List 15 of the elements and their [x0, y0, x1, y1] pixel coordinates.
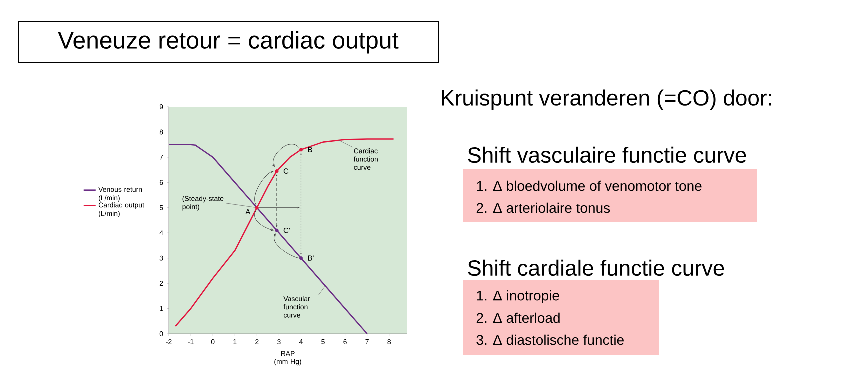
point	[255, 206, 259, 210]
chart-title: Veneuze retour = cardiac output	[58, 31, 399, 54]
text: 3. Δ diastolische functie	[476, 334, 624, 346]
text: Shift vasculaire functie curve	[468, 146, 746, 164]
text: Kruispunt veranderen (=CO) door:	[442, 90, 772, 110]
text: 1. Δ bloedvolume of venomotor tone	[477, 180, 702, 192]
text: 2. Δ afterload	[476, 312, 560, 324]
text: 2. Δ arteriolaire tonus	[476, 202, 610, 214]
point	[275, 170, 279, 174]
point	[299, 256, 304, 260]
text: Shift cardiale functie curve	[468, 260, 724, 276]
line-series	[174, 138, 394, 328]
point	[275, 228, 279, 232]
point	[299, 148, 304, 152]
text: 1. Δ inotropie	[477, 290, 560, 304]
